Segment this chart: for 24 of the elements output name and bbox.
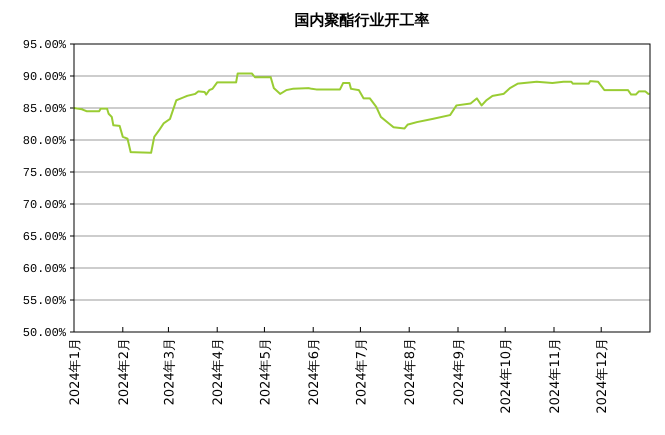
y-tick-label: 75.00% bbox=[22, 166, 67, 180]
x-tick-label: 2024年6月 bbox=[307, 338, 322, 406]
x-tick-label: 2024年12月 bbox=[595, 338, 610, 414]
y-tick-label: 80.00% bbox=[22, 134, 67, 148]
y-tick-label: 60.00% bbox=[22, 262, 67, 276]
x-tick-label: 2024年3月 bbox=[162, 338, 178, 406]
y-tick-label: 85.00% bbox=[22, 102, 67, 116]
x-tick-label: 2024年8月 bbox=[403, 338, 418, 406]
x-tick-label: 2024年11月 bbox=[548, 338, 563, 414]
y-tick-label: 65.00% bbox=[22, 230, 67, 244]
y-tick-label: 95.00% bbox=[22, 38, 67, 52]
y-tick-label: 70.00% bbox=[22, 198, 67, 212]
x-tick-label: 2024年10月 bbox=[499, 338, 514, 414]
x-tick-label: 2024年4月 bbox=[211, 338, 226, 406]
x-tick-label: 2024年5月 bbox=[258, 338, 274, 406]
chart-title: 国内聚酯行业开工率 bbox=[294, 11, 430, 29]
line-series bbox=[73, 72, 650, 154]
y-tick-label: 55.00% bbox=[22, 294, 67, 308]
y-tick-label: 50.00% bbox=[22, 326, 67, 340]
y-tick-label: 90.00% bbox=[22, 70, 67, 84]
x-tick-label: 2024年1月 bbox=[68, 338, 83, 406]
x-tick-label: 2024年7月 bbox=[354, 338, 370, 406]
x-tick-label: 2024年2月 bbox=[116, 338, 132, 406]
x-tick-label: 2024年9月 bbox=[452, 338, 467, 406]
